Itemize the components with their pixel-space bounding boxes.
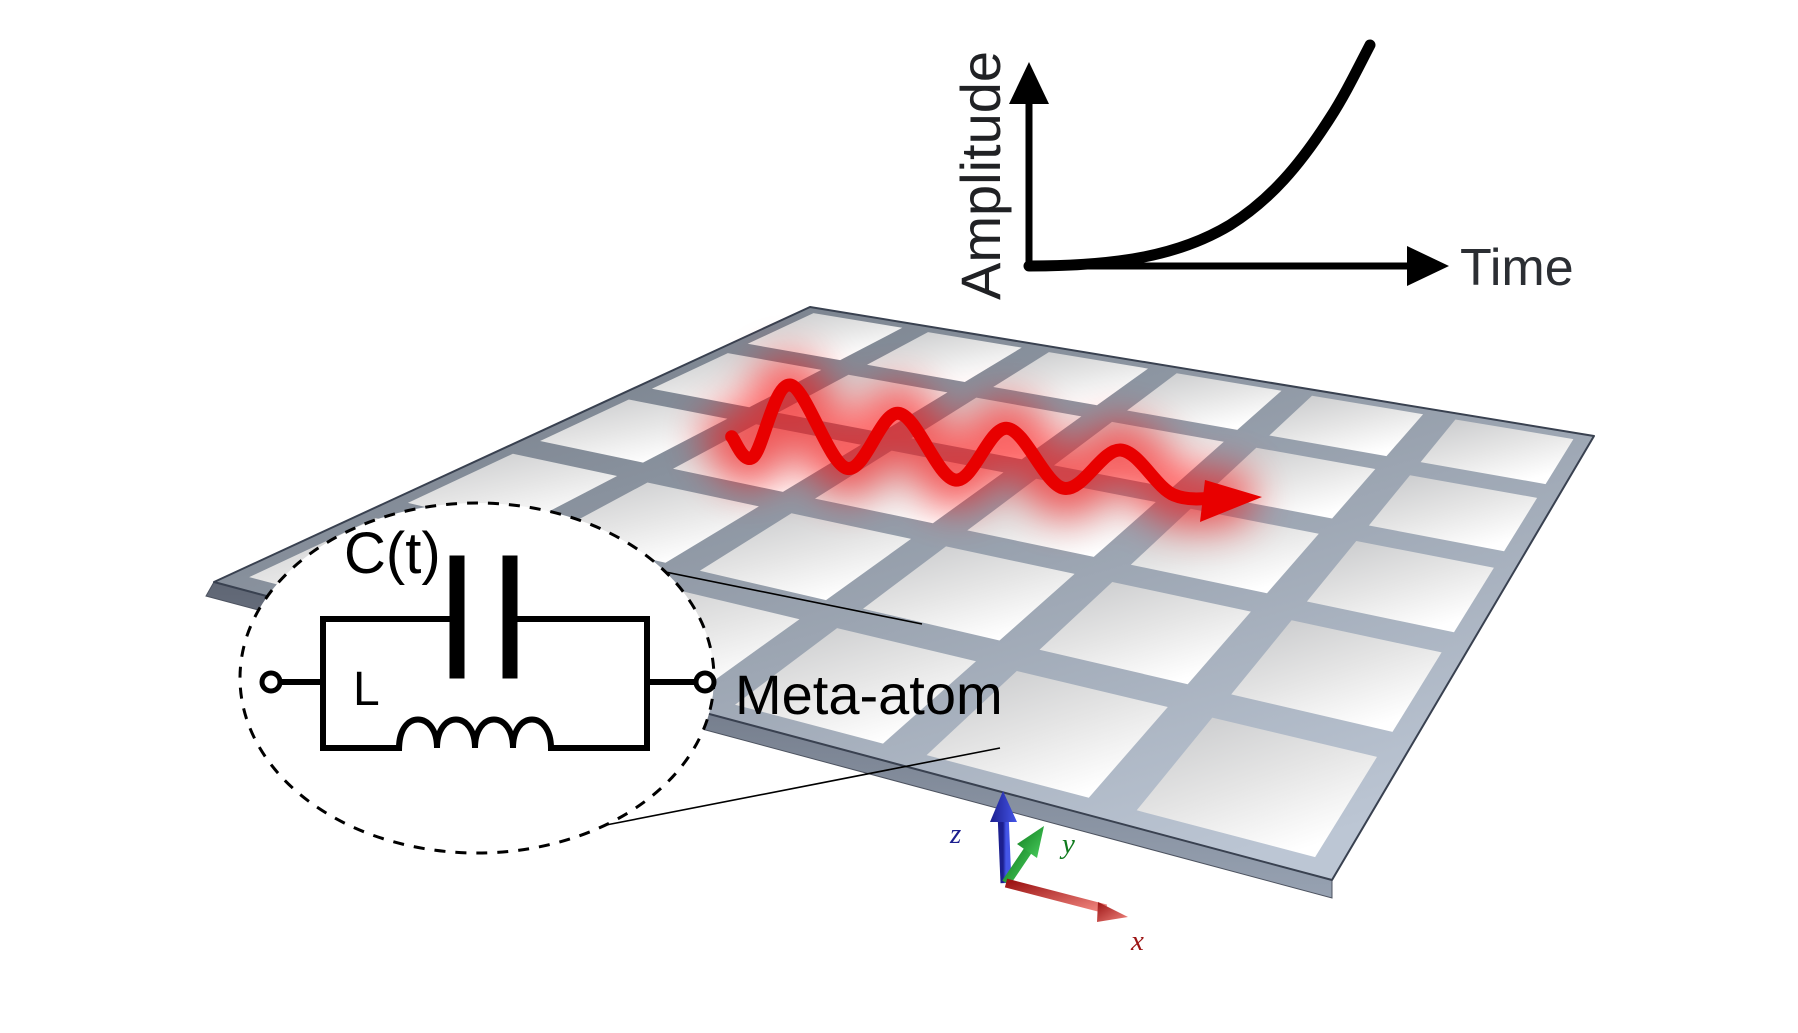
svg-text:Time: Time <box>1460 239 1574 297</box>
svg-text:x: x <box>1130 925 1144 957</box>
svg-text:y: y <box>1059 828 1075 860</box>
svg-text:z: z <box>949 818 961 850</box>
svg-text:Amplitude: Amplitude <box>949 51 1012 300</box>
svg-text:L: L <box>353 663 380 716</box>
svg-text:C(t): C(t) <box>344 521 441 586</box>
svg-text:Meta-atom: Meta-atom <box>735 663 1003 726</box>
